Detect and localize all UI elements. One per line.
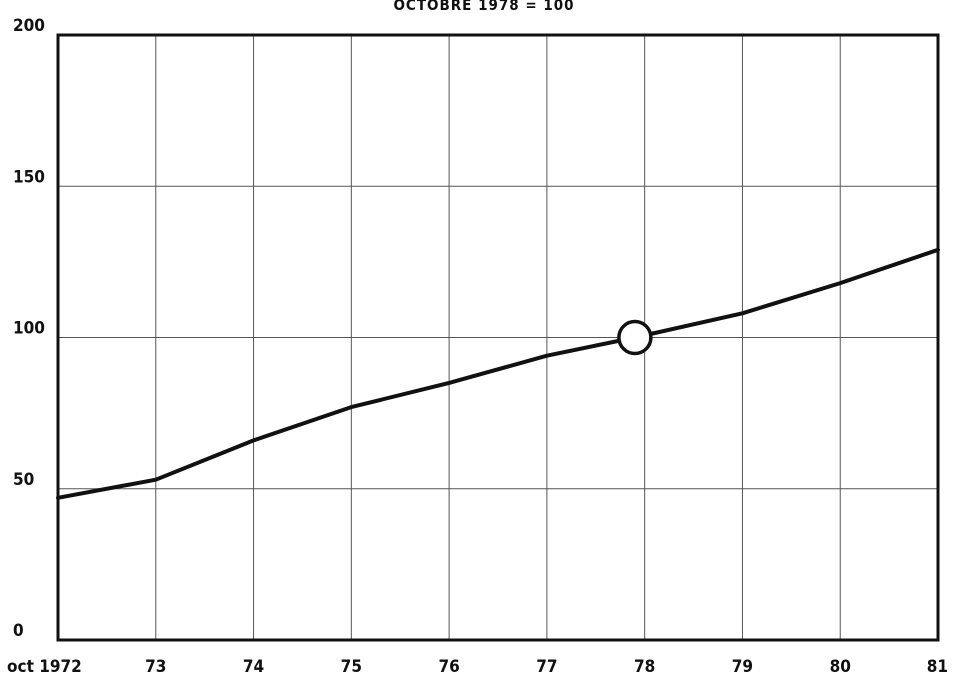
x-tick-label: 77	[536, 657, 557, 677]
x-tick-label: oct 1972	[7, 657, 82, 677]
plot-frame	[56, 33, 940, 642]
x-tick-label: 74	[243, 657, 264, 677]
chart-title: OCTOBRE 1978 = 100	[393, 0, 574, 14]
x-tick-label: 81	[927, 657, 948, 677]
y-tick-label: 100	[13, 319, 45, 339]
x-tick-label: 73	[145, 657, 166, 677]
series-layer	[56, 247, 940, 500]
x-tick-label: 78	[634, 657, 655, 677]
y-tick-label: 50	[13, 470, 34, 490]
x-tick-label: 80	[830, 657, 851, 677]
x-tick-label: 76	[438, 657, 459, 677]
x-tick-label: 75	[341, 657, 362, 677]
axis-tick-labels: 0 50 100 150 200 oct 1972 73 74 75 76 77 78 79 80 81	[7, 16, 948, 677]
y-tick-label: 200	[13, 16, 45, 36]
y-tick-label: 150	[13, 167, 45, 187]
y-tick-label: 0	[13, 621, 24, 641]
base-point-marker	[617, 319, 653, 356]
grid	[57, 34, 939, 641]
x-tick-label: 79	[732, 657, 753, 677]
series-line	[56, 247, 940, 500]
